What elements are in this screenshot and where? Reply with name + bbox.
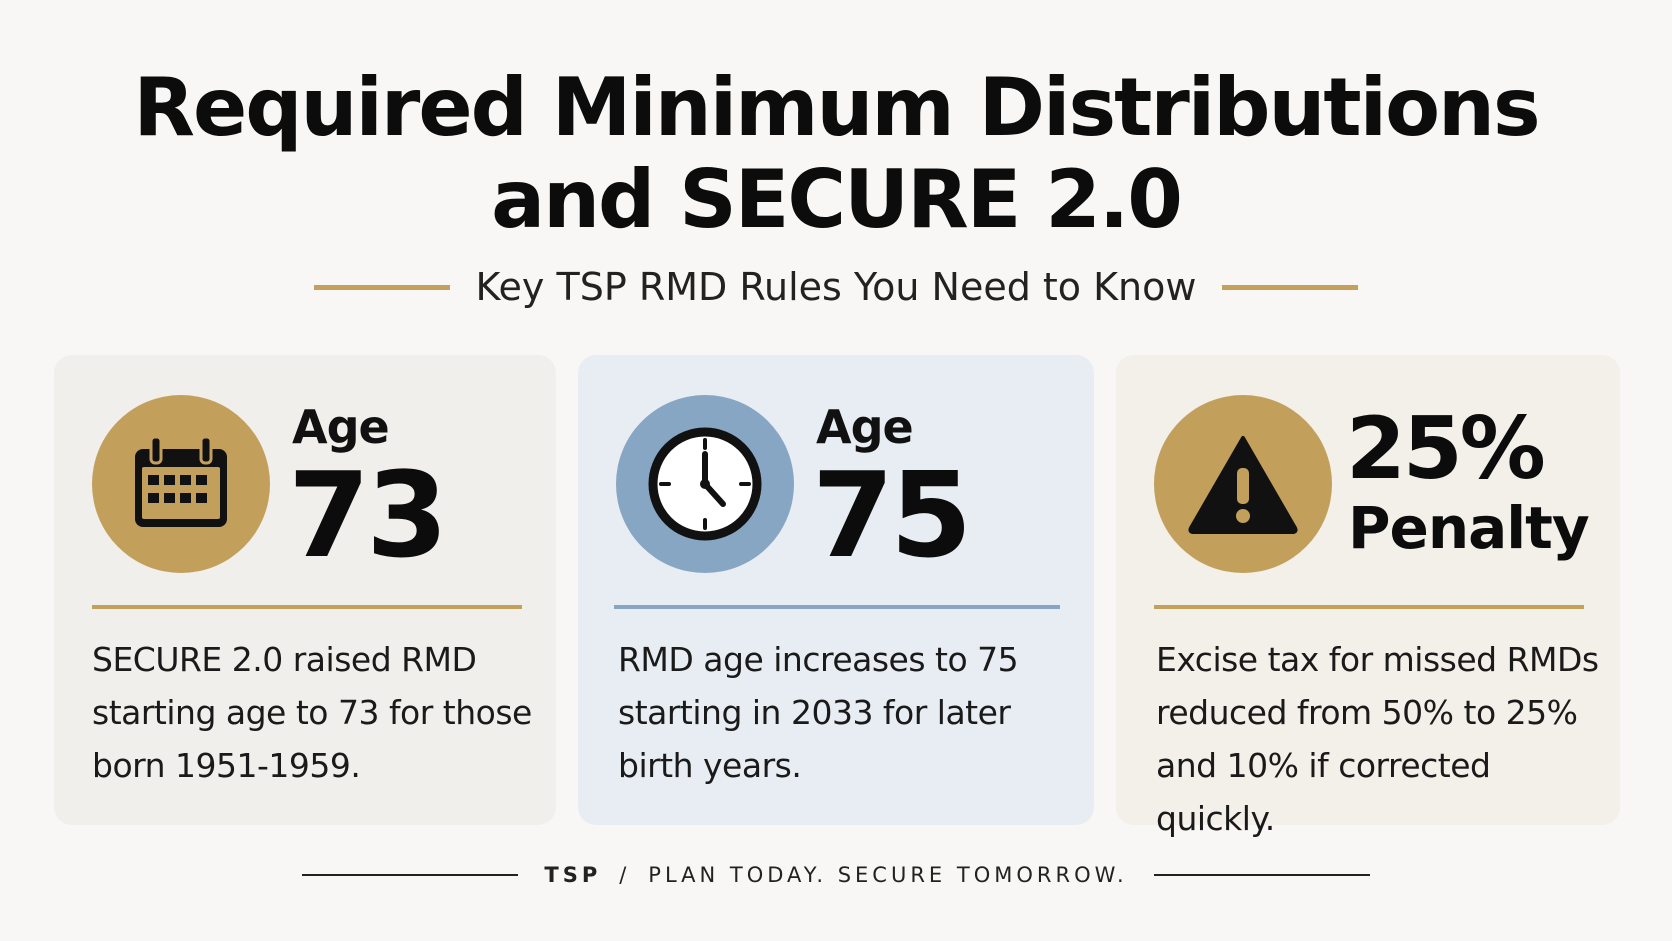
footer-text: TSP / PLAN TODAY. SECURE TOMORROW. [544,863,1127,887]
footer: TSP / PLAN TODAY. SECURE TOMORROW. [0,860,1672,890]
stat-label: Age [816,400,914,454]
footer-rule-right [1153,874,1370,876]
title-line-2: and SECURE 2.0 [491,153,1183,246]
subtitle-rule-left [313,284,450,290]
subtitle-rule-right [1222,284,1359,290]
subtitle-row: Key TSP RMD Rules You Need to Know [0,262,1672,312]
stat-value: 25% [1346,399,1546,499]
clock-icon [616,395,794,573]
card-divider [1154,605,1584,609]
card-description: RMD age increases to 75 starting in 2033… [618,640,1019,785]
stat-label: Age [292,400,390,454]
stat-value: 73 [288,446,448,584]
card-description: SECURE 2.0 raised RMD starting age to 73… [92,640,532,785]
card-description: Excise tax for missed RMDs reduced from … [1156,640,1599,838]
card-age-73: Age 73 SECURE 2.0 raised RMD starting ag… [54,355,556,825]
stat-value: 75 [812,446,972,584]
card-divider [92,605,522,609]
subtitle: Key TSP RMD Rules You Need to Know [475,265,1197,309]
footer-separator: / [619,863,631,887]
calendar-icon [92,395,270,573]
card-penalty: 25% Penalty Excise tax for missed RMDs r… [1116,355,1620,838]
footer-brand: TSP [544,863,602,887]
stat-label: Penalty [1348,494,1590,562]
title-line-1: Required Minimum Distributions [133,61,1540,154]
footer-rule-left [302,874,519,876]
card-divider [614,605,1060,609]
card-age-75: Age 75 RMD age increases to 75 starting … [578,355,1094,825]
warning-icon [1154,395,1332,573]
footer-tagline: PLAN TODAY. SECURE TOMORROW. [648,863,1128,887]
page-title: Required Minimum Distributions and SECUR… [0,62,1672,246]
